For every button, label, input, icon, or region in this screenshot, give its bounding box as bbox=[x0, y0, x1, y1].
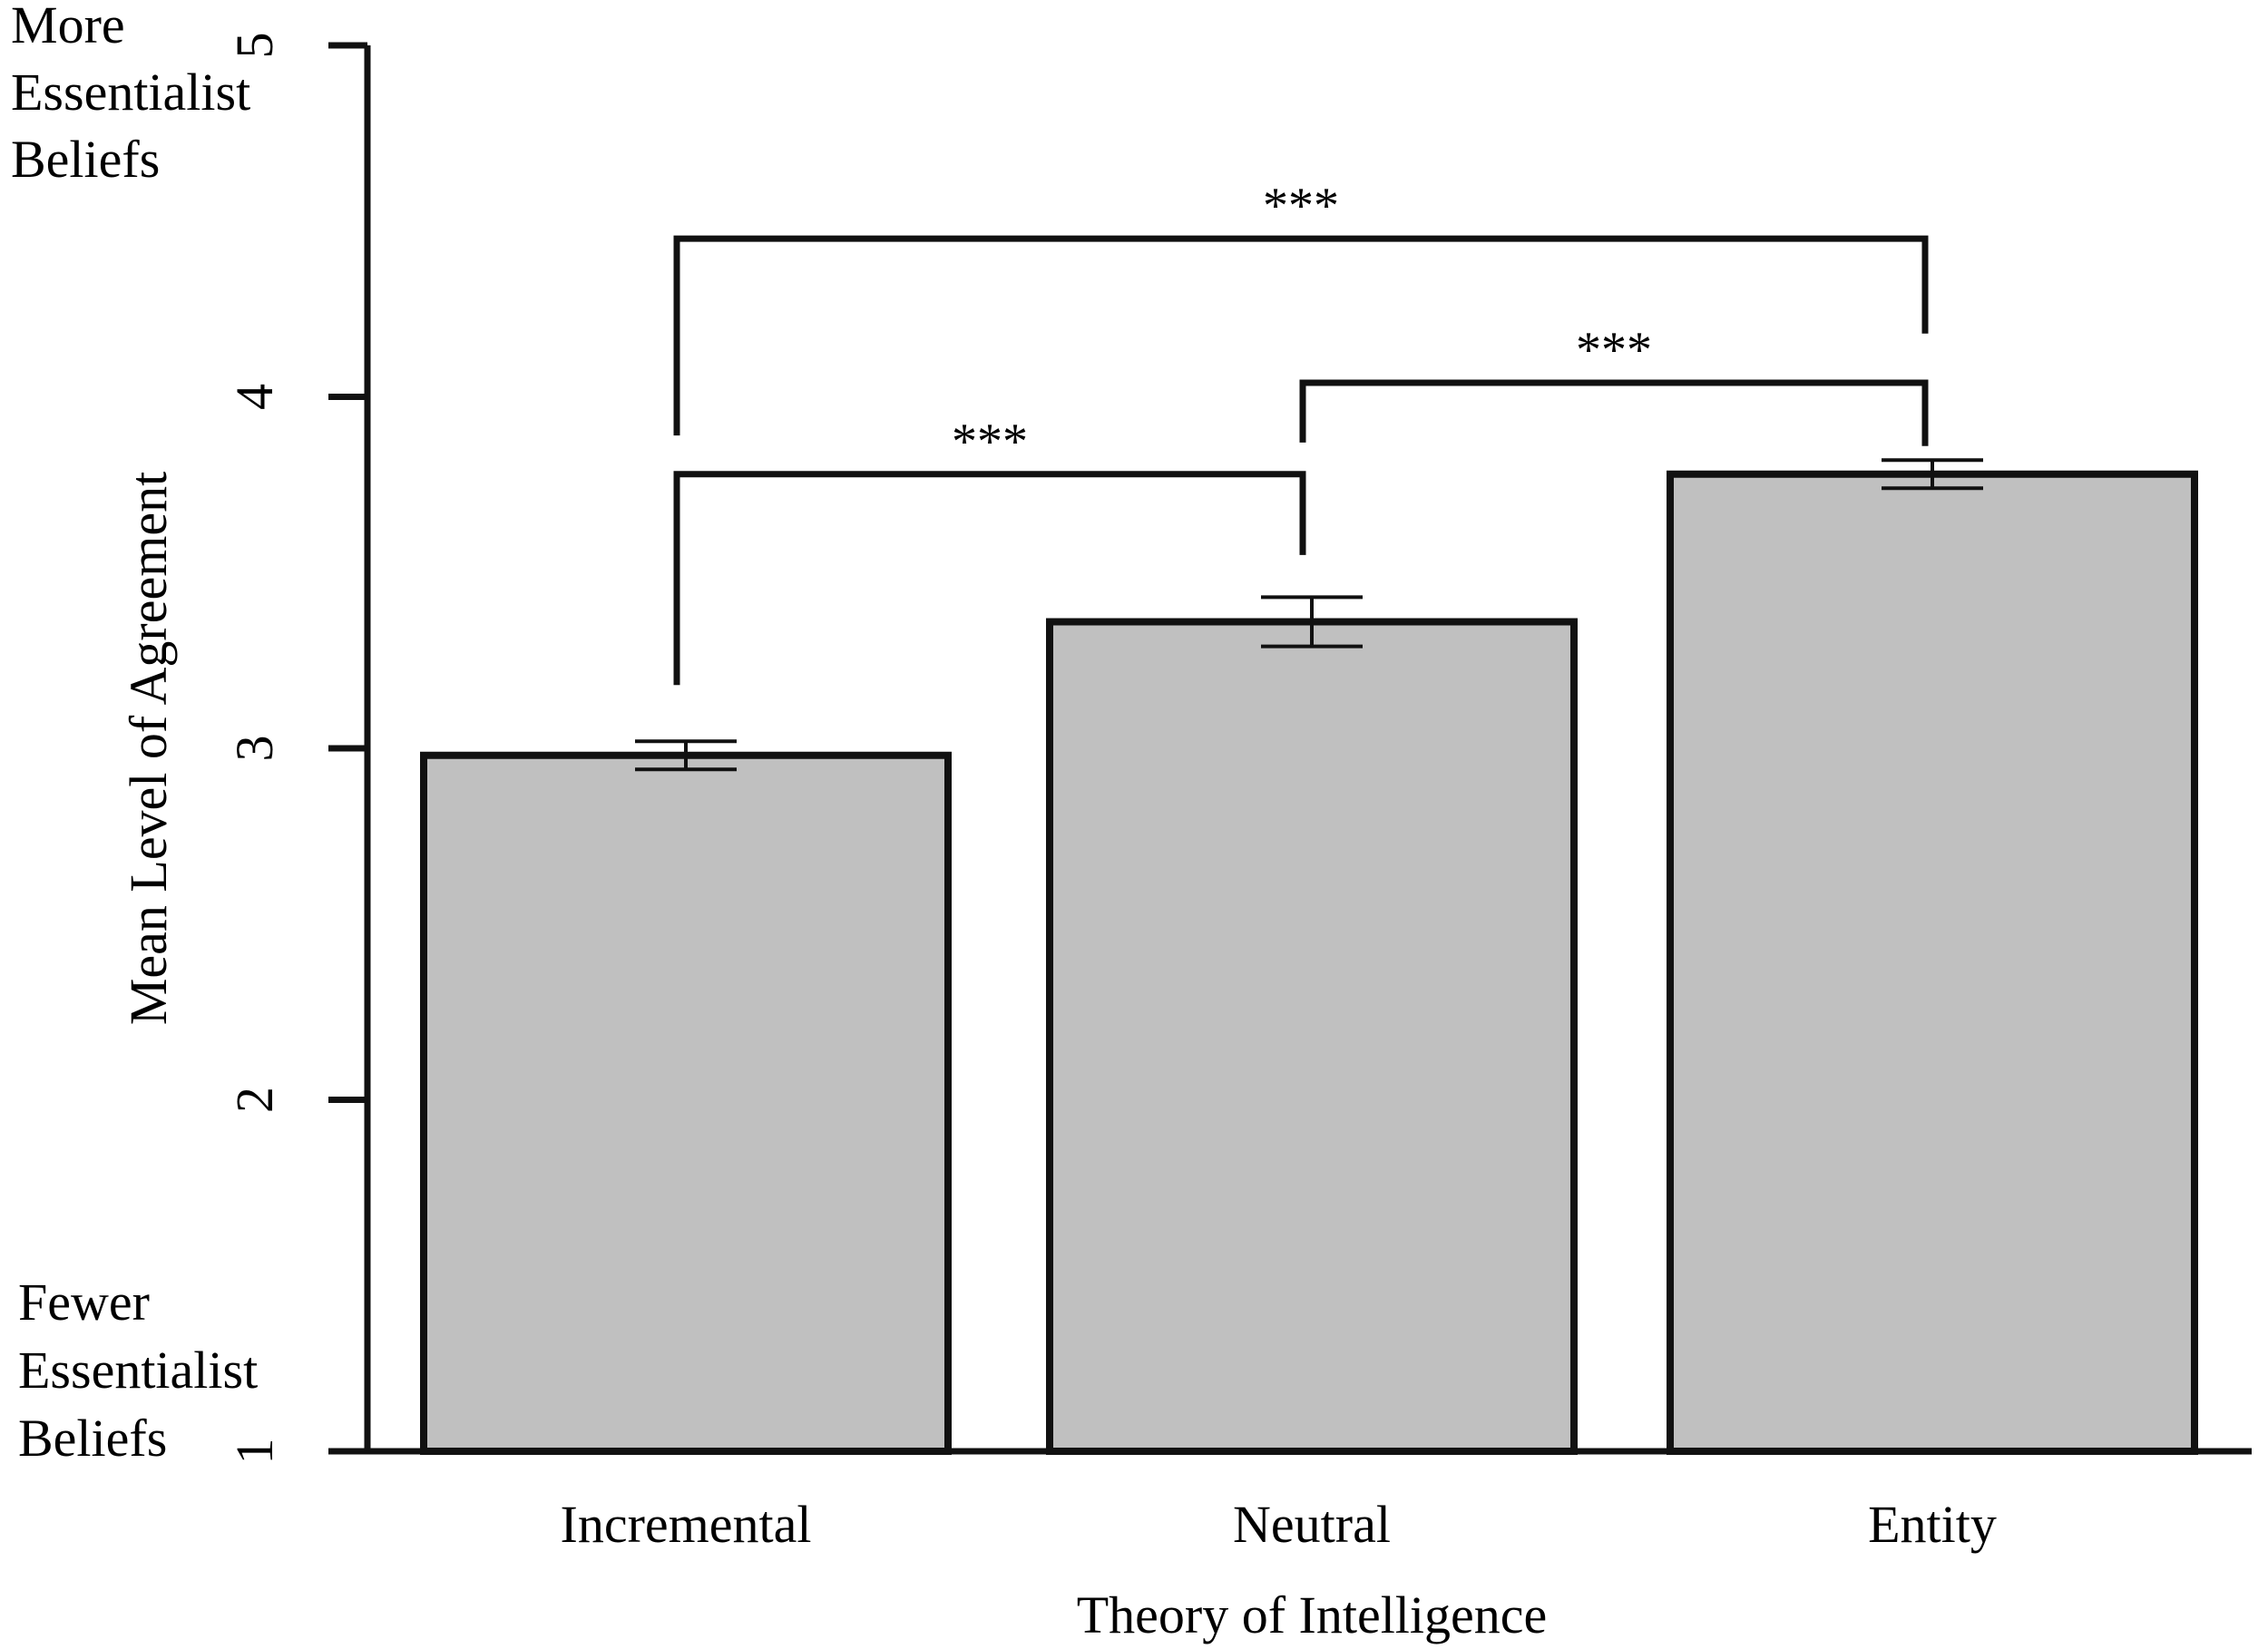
top-note-line-2: Essentialist bbox=[11, 63, 250, 122]
x-tick-label-neutral: Neutral bbox=[1233, 1495, 1391, 1554]
x-tick-label-entity: Entity bbox=[1868, 1495, 1997, 1554]
error-bar-incremental bbox=[635, 739, 737, 772]
y-tick-label-2: 2 bbox=[225, 1087, 284, 1113]
bar-entity bbox=[1667, 470, 2198, 1455]
bottom-note-line-2: Essentialist bbox=[18, 1341, 258, 1400]
bar-neutral bbox=[1046, 618, 1578, 1455]
significance-bracket-line bbox=[1299, 379, 1929, 446]
x-axis-title: Theory of Intelligence bbox=[1077, 1586, 1548, 1644]
y-tick-label-1: 1 bbox=[225, 1439, 284, 1465]
y-tick-label-3: 3 bbox=[225, 736, 284, 762]
error-bar-neutral bbox=[1261, 595, 1363, 649]
significance-bracket-incremental-neutral: *** bbox=[673, 414, 1306, 686]
bars bbox=[420, 470, 2198, 1455]
top-note-line-3: Beliefs bbox=[11, 130, 160, 189]
y-tick-label-5: 5 bbox=[225, 33, 284, 59]
bar-incremental bbox=[420, 751, 952, 1455]
error-bars bbox=[635, 458, 1983, 772]
significance-bracket-line bbox=[673, 235, 1929, 436]
x-tick-label-incremental: Incremental bbox=[561, 1495, 812, 1554]
y-tick-label-4: 4 bbox=[225, 384, 284, 410]
significance-bracket-neutral-entity: *** bbox=[1299, 322, 1929, 446]
error-bar-entity bbox=[1882, 458, 1983, 491]
bottom-note-line-3: Beliefs bbox=[18, 1409, 167, 1468]
significance-bracket-line bbox=[673, 471, 1306, 686]
significance-label: *** bbox=[1576, 322, 1652, 378]
significance-bracket-incremental-entity: *** bbox=[673, 178, 1929, 436]
top-note-line-1: More bbox=[11, 0, 125, 54]
significance-label: *** bbox=[1263, 178, 1339, 234]
bottom-note-line-1: Fewer bbox=[18, 1273, 150, 1332]
significance-label: *** bbox=[952, 414, 1028, 470]
labels: 1 2 3 4 5 Incremental Neutral Entity Theory of I… bbox=[11, 0, 1997, 1644]
y-axis-title: Mean Level of Agreement bbox=[119, 472, 178, 1025]
significance-brackets: *** *** *** bbox=[673, 178, 1929, 686]
